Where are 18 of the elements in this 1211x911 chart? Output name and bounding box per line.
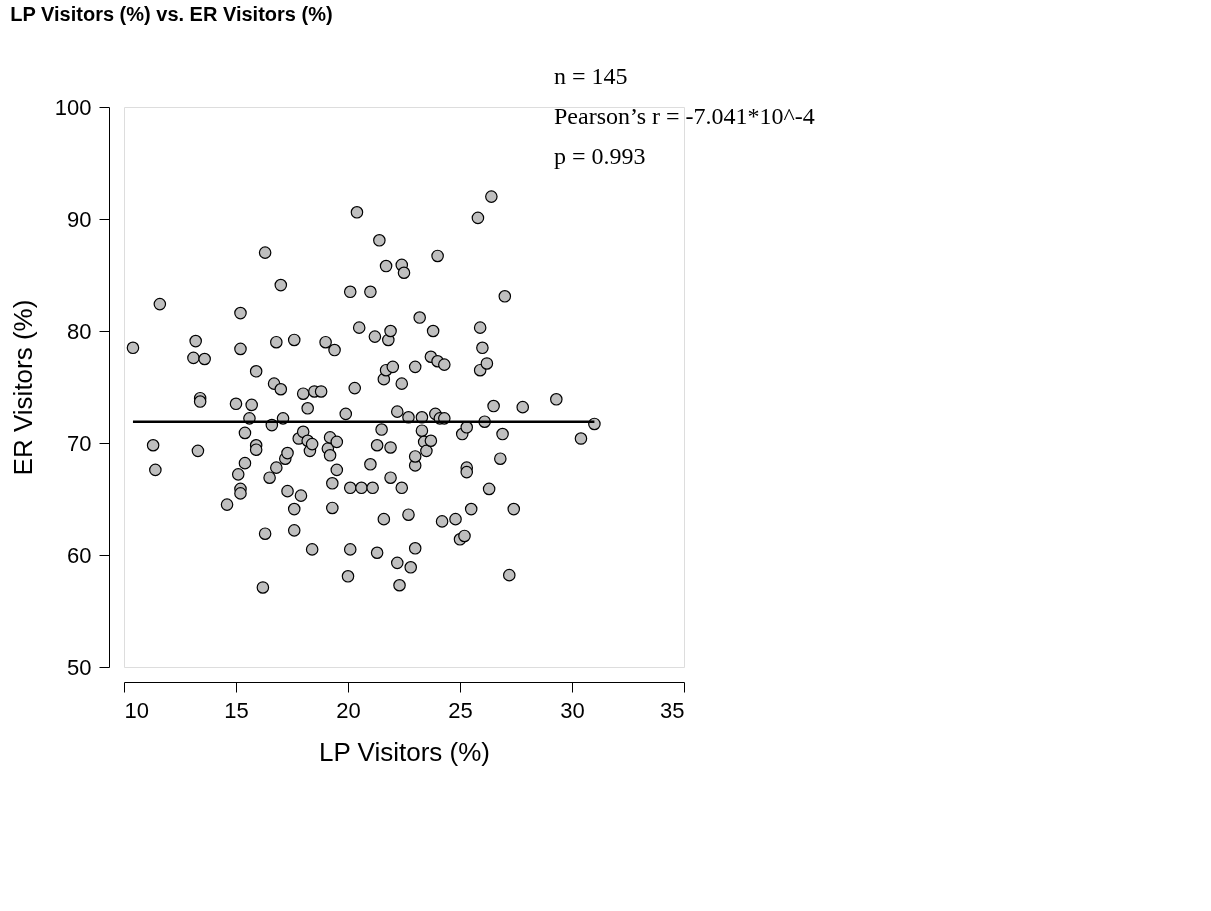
y-tick-label: 80 <box>67 318 92 344</box>
x-tick-label: 20 <box>336 697 361 723</box>
x-tick-label: 10 <box>124 697 149 723</box>
x-tick-label: 35 <box>660 697 685 723</box>
annotation: p = 0.993 <box>554 143 646 169</box>
x-axis-title: LP Visitors (%) <box>319 736 490 767</box>
y-tick-label: 60 <box>67 542 92 568</box>
x-tick-label: 15 <box>224 697 249 723</box>
chart-title: LP Visitors (%) vs. ER Visitors (%) <box>10 3 333 25</box>
x-tick-label: 25 <box>448 697 473 723</box>
y-tick-label: 70 <box>67 430 92 456</box>
y-tick-label: 50 <box>67 654 92 680</box>
annotation: Pearson’s r = -7.041*10^-4 <box>554 103 815 129</box>
y-tick-label: 100 <box>54 94 92 120</box>
x-tick-label: 30 <box>560 697 585 723</box>
y-tick-label: 90 <box>67 206 92 232</box>
text: n = 145 <box>554 63 628 89</box>
y-axis-title: ER Visitors (%) <box>7 299 38 476</box>
